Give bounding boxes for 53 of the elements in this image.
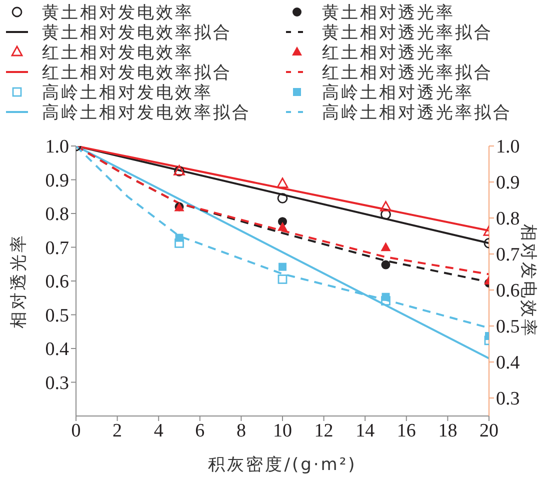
y-tick-label: 0.6 — [45, 272, 69, 293]
y2-tick-label: 1.0 — [496, 136, 520, 158]
point — [278, 262, 286, 271]
legend-label: 高岭土相对发电效率拟合 — [42, 102, 251, 124]
y-tick-label: 0.7 — [45, 238, 69, 259]
point — [380, 209, 391, 220]
y2-tick-label: 0.4 — [496, 352, 520, 374]
legend-label: 高岭土相对透光率拟合 — [322, 102, 512, 124]
x-tick-label: 20 — [480, 420, 498, 442]
point — [382, 292, 390, 301]
legend-label: 红土相对发电效率 — [42, 42, 194, 64]
legend-label: 红土相对发电效率拟合 — [42, 62, 232, 84]
point — [380, 201, 392, 212]
y2-tick-label: 0.6 — [496, 280, 520, 302]
y-tick-label: 0.9 — [45, 170, 69, 192]
point — [278, 274, 288, 284]
y-tick-label: 1.0 — [45, 136, 69, 158]
point — [174, 238, 184, 248]
legend-label: 红土相对透光率 — [322, 42, 455, 64]
x-tick-label: 8 — [236, 420, 246, 442]
x-axis-title: 积灰密度/(g·m²) — [208, 455, 357, 475]
point — [381, 260, 390, 270]
legend-label: 黄土相对发电效率 — [42, 2, 194, 24]
x-tick-label: 2 — [112, 420, 122, 442]
y2-tick-label: 0.7 — [496, 244, 520, 266]
legend-label: 黄土相对透光率 — [322, 2, 455, 24]
y-tick-label: 0.8 — [45, 204, 69, 226]
point — [175, 234, 184, 242]
x-tick-label: 4 — [154, 420, 164, 442]
x-tick-label: 10 — [273, 420, 292, 442]
legend-label: 红土相对透光率拟合 — [322, 62, 493, 84]
x-tick-label: 12 — [314, 420, 334, 442]
point — [276, 178, 288, 188]
point — [278, 222, 288, 231]
x-tick-label: 16 — [396, 420, 416, 442]
point — [380, 242, 391, 252]
legend-label: 黄土相对发电效率拟合 — [42, 22, 232, 44]
y2-tick-label: 0.8 — [496, 208, 520, 230]
y-tick-label: 0.5 — [45, 305, 69, 326]
y2-tick-label: 0.9 — [496, 172, 520, 194]
x-tick-label: 18 — [438, 420, 458, 442]
x-tick-label: 0 — [71, 420, 81, 442]
legend-label: 黄土相对透光率拟合 — [322, 22, 493, 44]
y2-tick-label: 0.3 — [496, 388, 520, 410]
x-tick-label: 6 — [195, 420, 205, 442]
y-axis-title: 相对透光率 — [9, 234, 30, 328]
x-tick-label: 14 — [356, 420, 376, 442]
y-tick-label: 0.3 — [45, 372, 69, 394]
point — [277, 193, 288, 204]
legend-label: 高岭土相对发电效率 — [42, 82, 213, 104]
y-tick-label: 0.4 — [45, 339, 70, 360]
y2-tick-label: 0.5 — [496, 316, 520, 338]
legend-label: 高岭土相对透光率 — [322, 82, 474, 104]
